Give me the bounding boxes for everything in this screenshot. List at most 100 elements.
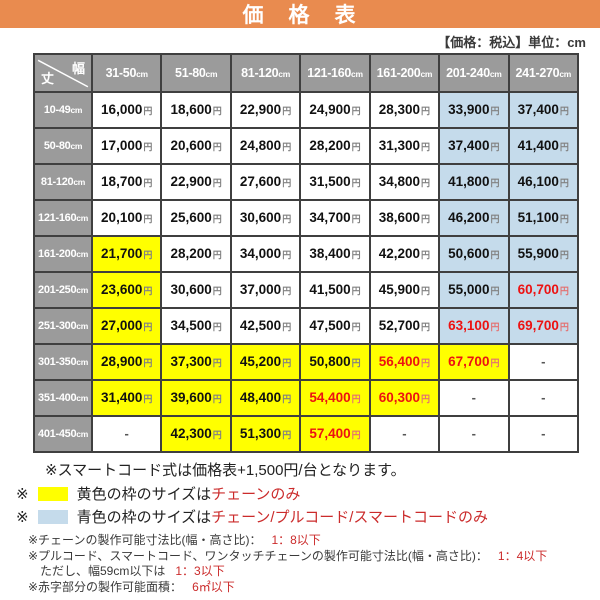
price-cell: 31,500円 <box>299 163 371 201</box>
price-cell: 34,000円 <box>229 235 302 273</box>
price-cell: 42,200円 <box>368 235 441 273</box>
price-cell: 39,600円 <box>160 379 232 417</box>
price-cell: 16,000円 <box>90 91 163 129</box>
chain-ratio-note: ※チェーンの製作可能寸法比(幅・高さ比)： 1：8以下 <box>28 533 321 547</box>
price-cell: - <box>368 415 441 453</box>
price-cell: 30,600円 <box>160 271 232 309</box>
price-cell: 37,300円 <box>160 343 232 381</box>
column-header: 201-240cm <box>438 53 510 93</box>
price-cell: 28,900円 <box>90 343 163 381</box>
price-cell: 52,700円 <box>368 307 441 345</box>
table-row: 81-120cm 18,700円 22,900円 27,600円 31,500円 34,8… <box>33 163 580 201</box>
price-cell: 34,800円 <box>368 163 441 201</box>
table-row: 121-160cm 20,100円 25,600円 30,600円 34,700円 38,… <box>33 199 580 237</box>
corner-cell: 幅 丈 <box>33 53 93 93</box>
price-cell: 28,200円 <box>160 235 232 273</box>
row-header: 251-300cm <box>33 307 93 345</box>
row-header: 351-400cm <box>33 379 93 417</box>
price-cell: 55,000円 <box>438 271 510 309</box>
legend-blue-label: 青色の枠のサイズは <box>76 509 212 526</box>
price-cell: 37,400円 <box>507 91 580 129</box>
price-cell: 46,200円 <box>438 199 510 237</box>
row-header: 401-450cm <box>33 415 93 453</box>
price-cell: 30,600円 <box>229 199 302 237</box>
price-cell: - <box>507 343 580 381</box>
price-cell: 63,100円 <box>438 307 510 345</box>
price-cell: 18,700円 <box>90 163 163 201</box>
price-cell: 47,500円 <box>299 307 371 345</box>
price-cell: 21,700円 <box>90 235 163 273</box>
price-cell: 34,700円 <box>299 199 371 237</box>
price-cell: 60,700円 <box>507 271 580 309</box>
column-header: 121-160cm <box>299 53 371 93</box>
legend-yellow-highlight: チェーンのみ <box>211 486 301 503</box>
column-header: 241-270cm <box>507 53 580 93</box>
red-area-note: ※赤字部分の製作可能面積： 6㎡以下 <box>28 580 235 594</box>
pullcord-ratio-note: ※プルコード、スマートコード、ワンタッチチェーンの製作可能寸法比(幅・高さ比)：… <box>28 549 548 563</box>
price-cell: 50,800円 <box>299 343 371 381</box>
legend-marker: ※ <box>16 485 29 503</box>
price-cell: 31,300円 <box>368 127 441 165</box>
price-cell: 56,400円 <box>368 343 441 381</box>
price-cell: 27,000円 <box>90 307 163 345</box>
price-cell: 22,900円 <box>229 91 302 129</box>
corner-width-label: 幅 <box>71 61 85 76</box>
price-cell: 51,300円 <box>229 415 302 453</box>
column-header: 51-80cm <box>160 53 232 93</box>
blue-swatch <box>37 509 68 524</box>
table-row: 161-200cm 21,700円 28,200円 34,000円 38,400円 42,… <box>33 235 580 273</box>
price-cell: 45,900円 <box>368 271 441 309</box>
price-cell: 25,600円 <box>160 199 232 237</box>
price-cell: - <box>90 415 163 453</box>
price-cell: 67,700円 <box>438 343 510 381</box>
yellow-swatch <box>37 486 68 501</box>
price-cell: 60,300円 <box>368 379 441 417</box>
row-header: 161-200cm <box>33 235 93 273</box>
price-cell: 50,600円 <box>438 235 510 273</box>
price-cell: 34,500円 <box>160 307 232 345</box>
table-row: 201-250cm 23,600円 30,600円 37,000円 41,500円 45,… <box>33 271 580 309</box>
page-title: 価 格 表 <box>242 4 358 27</box>
price-cell: 57,400円 <box>299 415 371 453</box>
price-cell: 48,400円 <box>229 379 302 417</box>
price-cell: 18,600円 <box>160 91 232 129</box>
price-cell: 38,600円 <box>368 199 441 237</box>
table-row: 251-300cm 27,000円 34,500円 42,500円 47,500円 52,… <box>33 307 580 345</box>
price-cell: 54,400円 <box>299 379 371 417</box>
price-cell: 41,400円 <box>507 127 580 165</box>
price-cell: 38,400円 <box>299 235 371 273</box>
price-cell: 27,600円 <box>229 163 302 201</box>
table-row: 50-80cm 17,000円 20,600円 24,800円 28,200円 31,30… <box>33 127 580 165</box>
price-cell: 24,900円 <box>299 91 371 129</box>
price-cell: 41,500円 <box>299 271 371 309</box>
column-header: 161-200cm <box>368 53 441 93</box>
price-cell: 22,900円 <box>160 163 232 201</box>
price-cell: - <box>507 379 580 417</box>
legend-blue-highlight: チェーン/プルコード/スマートコードのみ <box>211 509 488 526</box>
price-cell: 37,400円 <box>438 127 510 165</box>
column-header-row: 幅 丈 31-50cm 51-80cm 81-120cm 121-160cm 161-2… <box>33 53 580 93</box>
price-cell: 31,400円 <box>90 379 163 417</box>
legend-marker: ※ <box>16 508 29 526</box>
price-cell: 28,200円 <box>299 127 371 165</box>
price-cell: - <box>507 415 580 453</box>
price-cell: 51,100円 <box>507 199 580 237</box>
smartcode-price-note: ※スマートコード式は価格表+1,500円/台となります。 <box>45 462 406 479</box>
legend-yellow-frame: ※ 黄色の枠のサイズは チェーンのみ <box>16 483 300 504</box>
legend-yellow-label: 黄色の枠のサイズは <box>76 486 212 503</box>
price-cell: 20,100円 <box>90 199 163 237</box>
price-cell: 28,300円 <box>368 91 441 129</box>
price-cell: 24,800円 <box>229 127 302 165</box>
price-cell: 45,200円 <box>229 343 302 381</box>
tax-inclusive-note: 【価格：税込】単位：cm <box>437 35 586 50</box>
corner-height-label: 丈 <box>41 71 55 86</box>
table-row: 401-450cm -42,300円 51,300円 57,400円 - - - <box>33 415 580 453</box>
price-cell: 69,700円 <box>507 307 580 345</box>
column-header: 31-50cm <box>90 53 163 93</box>
column-header: 81-120cm <box>229 53 302 93</box>
row-header: 201-250cm <box>33 271 93 309</box>
price-cell: 42,300円 <box>160 415 232 453</box>
row-header: 301-350cm <box>33 343 93 381</box>
price-cell: 41,800円 <box>438 163 510 201</box>
width59-ratio-note: ただし、幅59cm以下は 1：3以下 <box>40 564 225 578</box>
